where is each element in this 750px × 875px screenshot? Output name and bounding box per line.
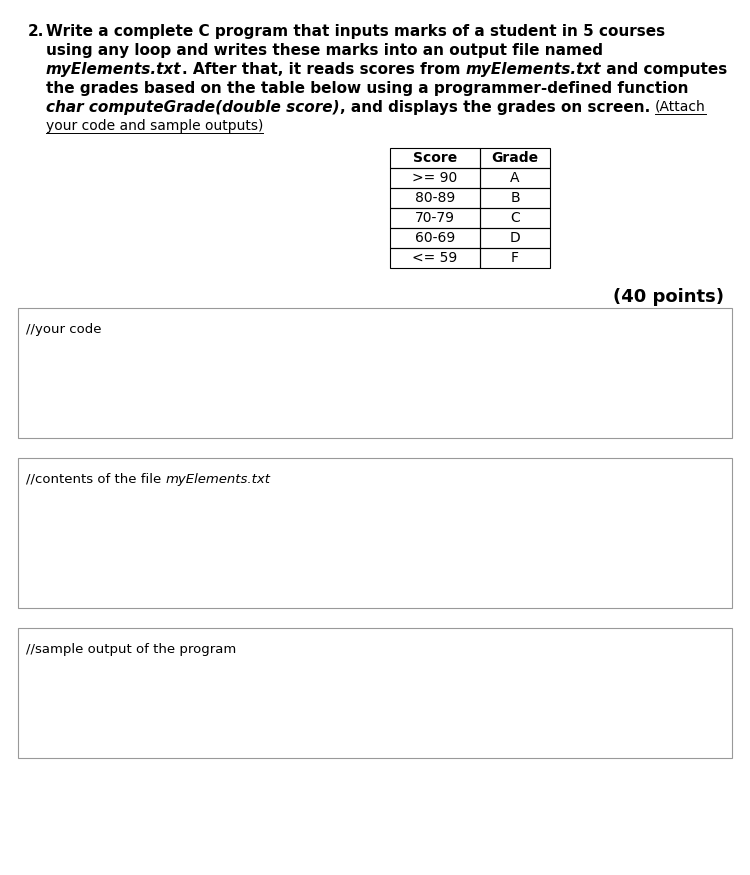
Text: 80-89: 80-89 xyxy=(415,191,455,205)
Text: myElements.txt: myElements.txt xyxy=(465,62,601,77)
Bar xyxy=(390,208,480,228)
Text: myElements.txt: myElements.txt xyxy=(46,62,182,77)
Text: >= 90: >= 90 xyxy=(413,171,458,185)
Text: //contents of the file: //contents of the file xyxy=(26,473,166,486)
Bar xyxy=(390,248,480,268)
Text: myElements.txt: myElements.txt xyxy=(166,473,271,486)
Bar xyxy=(390,168,480,188)
Text: char computeGrade(double score): char computeGrade(double score) xyxy=(46,100,340,115)
Bar xyxy=(480,248,550,268)
Bar xyxy=(18,628,732,758)
Text: your code and sample outputs): your code and sample outputs) xyxy=(46,119,263,133)
Text: 60-69: 60-69 xyxy=(415,231,455,245)
Text: <= 59: <= 59 xyxy=(413,251,458,265)
Text: F: F xyxy=(511,251,519,265)
Text: //your code: //your code xyxy=(26,323,101,336)
Text: using any loop and writes these marks into an output file named: using any loop and writes these marks in… xyxy=(46,43,603,58)
Text: and computes: and computes xyxy=(601,62,727,77)
Bar xyxy=(390,228,480,248)
Bar xyxy=(480,168,550,188)
Bar xyxy=(480,148,550,168)
Bar xyxy=(480,228,550,248)
Text: Score: Score xyxy=(413,151,457,165)
Text: , and displays the grades on screen.: , and displays the grades on screen. xyxy=(340,100,656,115)
Bar xyxy=(390,148,480,168)
Text: . After that, it reads scores from: . After that, it reads scores from xyxy=(182,62,465,77)
Bar xyxy=(480,208,550,228)
Text: (Attach: (Attach xyxy=(656,100,706,114)
Text: (40 points): (40 points) xyxy=(613,288,724,306)
Text: A: A xyxy=(510,171,520,185)
Bar xyxy=(18,308,732,438)
Text: 2.: 2. xyxy=(28,24,44,39)
Text: //sample output of the program: //sample output of the program xyxy=(26,643,236,656)
Text: 70-79: 70-79 xyxy=(415,211,455,225)
Text: the grades based on the table below using a programmer-defined function: the grades based on the table below usin… xyxy=(46,81,688,96)
Bar xyxy=(390,188,480,208)
Text: B: B xyxy=(510,191,520,205)
Text: Write a complete C program that inputs marks of a student in 5 courses: Write a complete C program that inputs m… xyxy=(46,24,665,39)
Text: D: D xyxy=(510,231,520,245)
Text: C: C xyxy=(510,211,520,225)
Bar xyxy=(18,458,732,608)
Text: Grade: Grade xyxy=(491,151,538,165)
Bar xyxy=(480,188,550,208)
